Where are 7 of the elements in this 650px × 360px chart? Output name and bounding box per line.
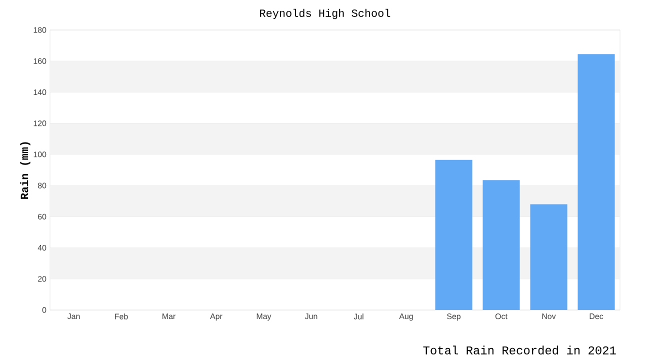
x-axis-title: Total Rain Recorded in 2021 [423, 346, 616, 354]
bar [482, 180, 520, 310]
bar [435, 160, 472, 310]
y-axis-title: Rain (mm) [20, 142, 30, 199]
bar [530, 204, 568, 310]
bar [578, 54, 615, 310]
chart-title: Reynolds High School [260, 8, 390, 20]
